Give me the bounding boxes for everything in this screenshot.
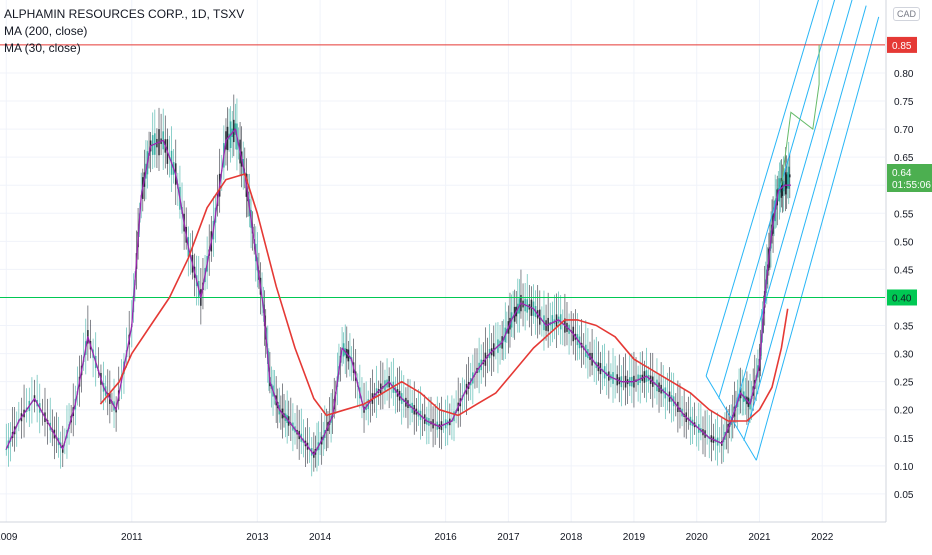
candle-body [784, 172, 787, 195]
channel-line-2 [730, 0, 853, 422]
x-tick-label-0: 2009 [0, 532, 18, 543]
support-badge: 0.40 [892, 293, 912, 304]
channel-line-0 [705, 0, 819, 377]
legend-title[interactable]: ALPHAMIN RESOURCES CORP., 1D, TSXV [4, 7, 245, 21]
candle-body [785, 174, 788, 189]
y-tick-label-15: 0.80 [894, 69, 914, 80]
y-tick-label-3: 0.20 [894, 406, 914, 417]
chart-legend: ALPHAMIN RESOURCES CORP., 1D, TSXV MA (2… [4, 6, 244, 57]
legend-ma200[interactable]: MA (200, close) [4, 24, 88, 38]
currency-badge[interactable]: CAD [892, 7, 920, 21]
last-price-badge-bg [887, 164, 932, 192]
legend-ma30[interactable]: MA (30, close) [4, 41, 81, 55]
channel-line-1 [718, 0, 836, 399]
y-tick-label-12: 0.65 [894, 153, 914, 164]
candle-body [789, 174, 791, 178]
y-tick-label-2: 0.15 [894, 434, 914, 445]
x-tick-label-3: 2014 [309, 532, 332, 543]
x-tick-label-1: 2011 [121, 532, 143, 543]
y-tick-label-1: 0.10 [894, 462, 914, 473]
y-tick-label-10: 0.55 [894, 209, 914, 220]
series-line-0 [5, 128, 791, 456]
projection-path [780, 44, 820, 186]
y-tick-label-13: 0.70 [894, 125, 914, 136]
y-tick-label-4: 0.25 [894, 378, 914, 389]
x-tick-label-10: 2022 [811, 532, 834, 543]
y-tick-label-14: 0.75 [894, 97, 914, 108]
x-tick-label-7: 2019 [623, 532, 646, 543]
x-tick-label-2: 2013 [246, 532, 269, 543]
candle-body [787, 166, 790, 189]
resistance-badge-bg [887, 36, 917, 53]
resistance-badge: 0.85 [892, 41, 912, 52]
y-tick-label-5: 0.30 [894, 350, 914, 361]
support-badge-bg [887, 289, 917, 306]
y-tick-label-6: 0.35 [894, 322, 914, 333]
y-tick-label-9: 0.50 [894, 237, 914, 248]
x-tick-label-4: 2016 [435, 532, 458, 543]
channel-base-line [705, 375, 757, 461]
channel-line-3 [743, 5, 867, 441]
x-tick-label-6: 2018 [560, 532, 583, 543]
candle-body [786, 172, 789, 187]
x-tick-label-5: 2017 [497, 532, 520, 543]
countdown-label: 01:55:06 [892, 180, 931, 191]
x-tick-label-9: 2021 [748, 532, 771, 543]
series-line-1 [99, 173, 789, 422]
y-tick-label-8: 0.45 [894, 265, 914, 276]
last-price-label: 0.64 [892, 168, 912, 179]
y-tick-label-0: 0.05 [894, 490, 914, 501]
x-tick-label-8: 2020 [686, 532, 709, 543]
channel-line-4 [755, 16, 880, 461]
candle-body [5, 449, 8, 451]
